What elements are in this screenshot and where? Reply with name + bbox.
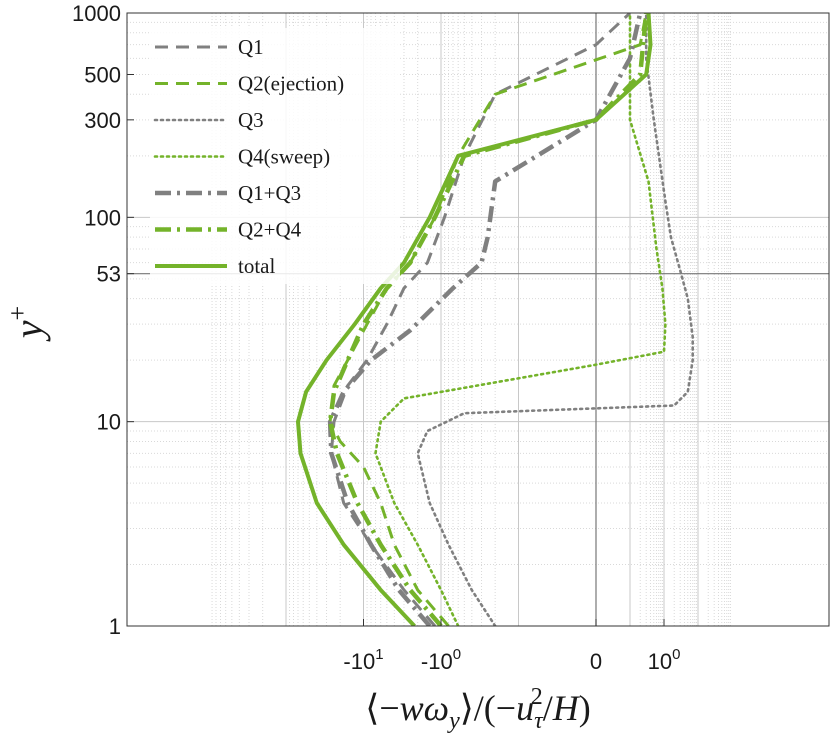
series-line-q1-q3 <box>327 13 643 626</box>
y-tick-label: 500 <box>84 63 121 88</box>
svg-text:⟨−wωy⟩/(−uτ2/H): ⟨−wωy⟩/(−uτ2/H) <box>365 684 590 734</box>
y-tick-label: 100 <box>84 205 121 230</box>
legend-label: Q4(sweep) <box>238 145 330 169</box>
y-tick-label: 1000 <box>72 1 121 26</box>
series-line-total <box>296 13 653 626</box>
y-axis-label: y+ <box>3 306 51 342</box>
legend-label: Q2(ejection) <box>238 72 344 96</box>
legend-label: Q1 <box>238 35 264 59</box>
legend-label: Q2+Q4 <box>238 218 302 242</box>
y-tick-label: 10 <box>97 410 121 435</box>
minor-grid <box>127 13 829 626</box>
series-layer <box>296 13 695 626</box>
series-line-q2-ejection <box>328 13 648 626</box>
legend-label: Q3 <box>238 108 264 132</box>
x-tick-label: 0 <box>590 649 602 674</box>
y-tick-label: 1 <box>109 614 121 639</box>
y-tick-label: 300 <box>84 108 121 133</box>
legend-label: Q1+Q3 <box>238 181 301 205</box>
y-tick-label: 53 <box>97 262 121 287</box>
x-tick-label: -101 <box>343 646 383 674</box>
plot-frame <box>126 12 830 627</box>
series-line-q3 <box>416 13 695 626</box>
x-axis-label: ⟨−wωy⟩/(−uτ2/H) <box>365 684 590 734</box>
series-line-q4-sweep <box>374 13 667 626</box>
y-axis-ticks: 1 10 53 100 300 500 1000 <box>72 1 134 639</box>
legend-label: total <box>238 254 275 278</box>
legend: Q1 Q2(ejection) Q3 Q4(sweep) Q1+Q3 Q2+Q4 total <box>150 28 400 284</box>
